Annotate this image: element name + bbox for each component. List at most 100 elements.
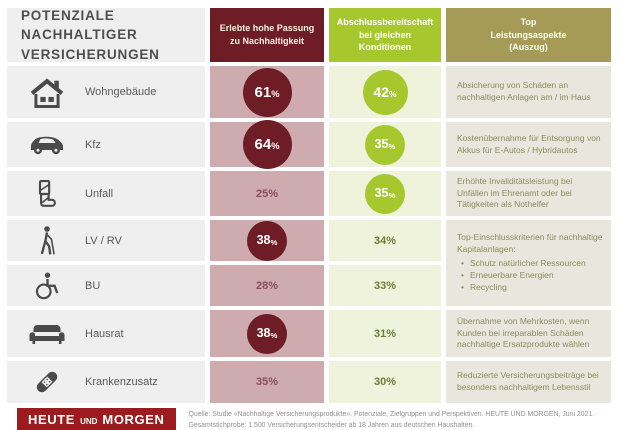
footer: HEUTE UND MORGEN Quelle: Studie «Nachhal…: [0, 403, 621, 430]
value-badge: 38%: [247, 220, 287, 261]
value-unit: %: [270, 331, 278, 341]
cell-abschluss-hausrat: 31%: [329, 310, 441, 357]
page-title: POTENZIALE NACHHALTIGER VERSICHERUNGEN: [7, 8, 205, 62]
person-cane-icon: [25, 225, 69, 256]
value-number: 64: [254, 136, 272, 153]
value-number: 34: [373, 234, 387, 247]
column-header-text: zu Nachhaltigkeit: [229, 36, 304, 46]
cell-abschluss-unfall: 35%: [329, 171, 441, 216]
value-number: 28: [255, 279, 269, 292]
value-number: 30: [373, 376, 387, 388]
leistung-text: Kostenübernahme für Entsorgung von Akkus…: [457, 132, 601, 155]
value-unit: %: [268, 187, 279, 200]
cell-leistung-krankenzusatz: Reduzierte Versicherungsbeiträge bei bes…: [446, 361, 611, 403]
heute-und-morgen-logo: HEUTE UND MORGEN: [17, 408, 176, 430]
column-header-text: Top: [520, 17, 537, 28]
leistung-text: Reduzierte Versicherungsbeiträge bei bes…: [457, 370, 599, 392]
value-badge: 42%: [362, 69, 408, 115]
column-header-text: bei gleichen: [358, 29, 411, 40]
leistung-bullet: Erneuerbare Energien: [461, 270, 603, 282]
cell-passung-unfall: 25%: [210, 171, 324, 216]
value-text: 34%: [374, 235, 396, 247]
value-text: 25%: [256, 188, 278, 200]
cell-abschluss-wohngebaeude: 42%: [329, 66, 441, 118]
wheelchair-icon: [25, 272, 69, 300]
source-line: Gesamtstichprobe: 1.500 Versicherungsent…: [188, 421, 475, 429]
value-number: 25: [255, 187, 269, 200]
cell-passung-kfz: 64%: [210, 120, 324, 169]
row-label-text: Kfz: [85, 138, 101, 151]
row-label-text: Krankenzusatz: [85, 376, 158, 388]
value-badge: 35%: [365, 173, 405, 214]
logo-text: MORGEN: [102, 412, 165, 427]
cell-leistung-kfz: Kostenübernahme für Entsorgung von Akkus…: [446, 122, 611, 167]
logo-text: HEUTE: [28, 412, 76, 427]
cell-passung-wohngebaeude: 61%: [210, 66, 324, 118]
value-number: 33: [373, 279, 387, 292]
leistung-intro: Top-Einschlusskriterien für nachhaltige …: [457, 232, 603, 255]
value-unit: %: [388, 89, 397, 100]
value-text: 35%: [256, 376, 278, 388]
row-label-text: LV / RV: [85, 234, 122, 247]
leistung-bullet: Recycling: [461, 282, 603, 294]
value-unit: %: [388, 142, 396, 152]
data-grid: POTENZIALE NACHHALTIGER VERSICHERUNGEN E…: [0, 0, 621, 403]
value-badge: 35%: [365, 124, 405, 165]
cell-leistung-unfall: Erhöhte Invaliditätsleistung bei Unfälle…: [446, 171, 611, 216]
leistung-bullet: Schutz natürlicher Ressourcen: [461, 258, 603, 270]
row-label-text: Hausrat: [85, 327, 124, 340]
column-header-passung: Erlebte hohe Passung zu Nachhaltigkeit: [210, 8, 324, 62]
value-text: 31%: [374, 328, 396, 340]
value-badge: 64%: [242, 120, 292, 169]
page-title-line: POTENZIALE: [21, 7, 115, 23]
value-unit: %: [268, 376, 279, 388]
bandage-icon: [25, 368, 69, 396]
leistung-bullet-list: Schutz natürlicher Ressourcen Erneuerbar…: [457, 258, 603, 294]
row-label-hausrat: Hausrat: [7, 310, 205, 357]
value-badge: 61%: [242, 67, 292, 117]
value-number: 31: [373, 327, 387, 340]
value-unit: %: [268, 279, 279, 292]
cell-leistung-hausrat: Übernahme von Mehrkosten, wenn Kunden be…: [446, 310, 611, 357]
house-icon: [25, 77, 69, 108]
value-number: 38: [256, 233, 271, 248]
cell-passung-lv-rv: 38%: [210, 220, 324, 261]
value-number: 35: [255, 376, 269, 388]
row-label-bu: BU: [7, 265, 205, 306]
value-number: 38: [256, 326, 271, 341]
cell-leistung-wohngebaeude: Absicherung von Schäden an nachhaltigen …: [446, 66, 611, 118]
value-unit: %: [386, 234, 397, 247]
cell-passung-krankenzusatz: 35%: [210, 361, 324, 403]
value-unit: %: [386, 376, 397, 388]
row-label-kfz: Kfz: [7, 122, 205, 167]
cell-abschluss-bu: 33%: [329, 265, 441, 306]
leistung-text: Absicherung von Schäden an nachhaltigen …: [457, 80, 591, 102]
cell-abschluss-krankenzusatz: 30%: [329, 361, 441, 403]
cell-abschluss-kfz: 35%: [329, 122, 441, 167]
value-unit: %: [386, 327, 397, 340]
sofa-icon: [25, 323, 69, 345]
value-number: 35: [374, 186, 389, 201]
value-unit: %: [271, 141, 280, 152]
source-note: Quelle: Studie «Nachhaltige Versicherung…: [189, 408, 595, 430]
value-unit: %: [271, 88, 280, 99]
cell-abschluss-lv-rv: 34%: [329, 220, 441, 261]
cell-passung-bu: 28%: [210, 265, 324, 306]
cell-leistung-lv-rv-bu-merged: Top-Einschlusskriterien für nachhaltige …: [446, 220, 611, 306]
value-unit: %: [386, 279, 397, 292]
leistung-text: Erhöhte Invaliditätsleistung bei Unfälle…: [457, 175, 573, 210]
row-label-text: Wohngebäude: [85, 86, 157, 98]
column-header-text: (Auszug): [509, 42, 548, 53]
cell-passung-hausrat: 38%: [210, 310, 324, 357]
column-header-leistung: Top Leistungsaspekte (Auszug): [446, 8, 611, 62]
row-label-unfall: Unfall: [7, 171, 205, 216]
page-title-line: NACHHALTIGER: [21, 27, 138, 43]
car-icon: [25, 133, 69, 156]
source-line: Quelle: Studie «Nachhaltige Versicherung…: [188, 411, 595, 418]
value-number: 35: [374, 137, 389, 152]
row-label-krankenzusatz: Krankenzusatz: [7, 361, 205, 403]
logo-text: UND: [80, 417, 98, 426]
value-number: 61: [254, 83, 272, 101]
value-unit: %: [388, 191, 396, 201]
